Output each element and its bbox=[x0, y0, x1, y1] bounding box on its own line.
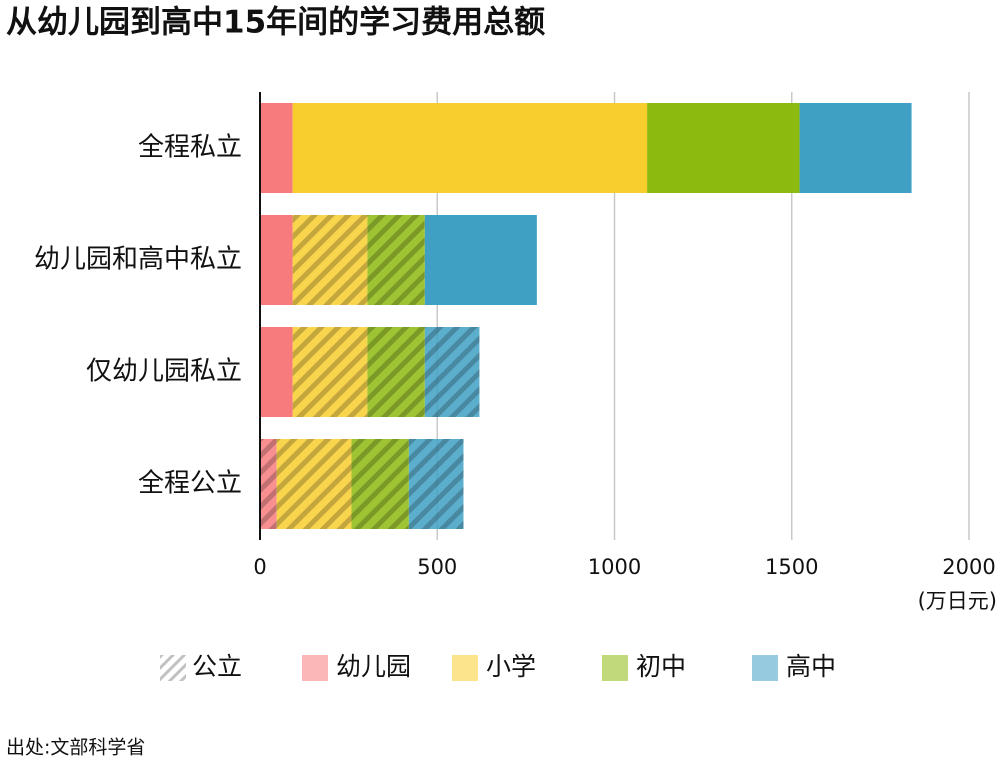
bar-segment bbox=[424, 327, 480, 417]
legend-swatch bbox=[452, 655, 478, 681]
chart-title: 从幼儿园到高中15年间的学习费用总额 bbox=[6, 5, 545, 41]
bar-segment bbox=[260, 327, 293, 417]
legend-label: 小学 bbox=[486, 652, 536, 681]
legend-swatch bbox=[160, 655, 186, 681]
x-tick-label: 1500 bbox=[765, 555, 818, 579]
legend-label: 公立 bbox=[192, 652, 242, 681]
bar-segment bbox=[292, 103, 648, 193]
legend-label: 幼儿园 bbox=[336, 652, 411, 681]
y-tick-label: 仅幼儿园私立 bbox=[86, 357, 242, 387]
bar-segment bbox=[424, 215, 537, 305]
bar-segment bbox=[367, 327, 425, 417]
bar-segment bbox=[351, 439, 409, 529]
legend-label: 初中 bbox=[636, 652, 686, 681]
bar-segment bbox=[260, 215, 293, 305]
legend-label: 高中 bbox=[786, 652, 836, 681]
bar-segment bbox=[647, 103, 800, 193]
x-unit: (万日元) bbox=[918, 589, 997, 613]
legend-swatch bbox=[302, 655, 328, 681]
x-tick-label: 0 bbox=[253, 555, 266, 579]
bar-segment bbox=[276, 439, 352, 529]
bar-segment bbox=[367, 215, 425, 305]
y-tick-label: 幼儿园和高中私立 bbox=[34, 245, 242, 275]
x-tick-label: 2000 bbox=[942, 555, 995, 579]
x-tick-label: 1000 bbox=[588, 555, 641, 579]
legend-swatch bbox=[752, 655, 778, 681]
bar-segment bbox=[292, 327, 368, 417]
y-tick-label: 全程私立 bbox=[138, 133, 242, 163]
bar-segment bbox=[799, 103, 912, 193]
legend-swatch bbox=[602, 655, 628, 681]
x-tick-label: 500 bbox=[417, 555, 457, 579]
source: 出处:文部科学省 bbox=[6, 737, 145, 759]
bar-segment bbox=[408, 439, 464, 529]
bar-segment bbox=[260, 103, 293, 193]
bar-segment bbox=[292, 215, 368, 305]
y-tick-label: 全程公立 bbox=[138, 469, 242, 499]
bar-segment bbox=[260, 439, 277, 529]
